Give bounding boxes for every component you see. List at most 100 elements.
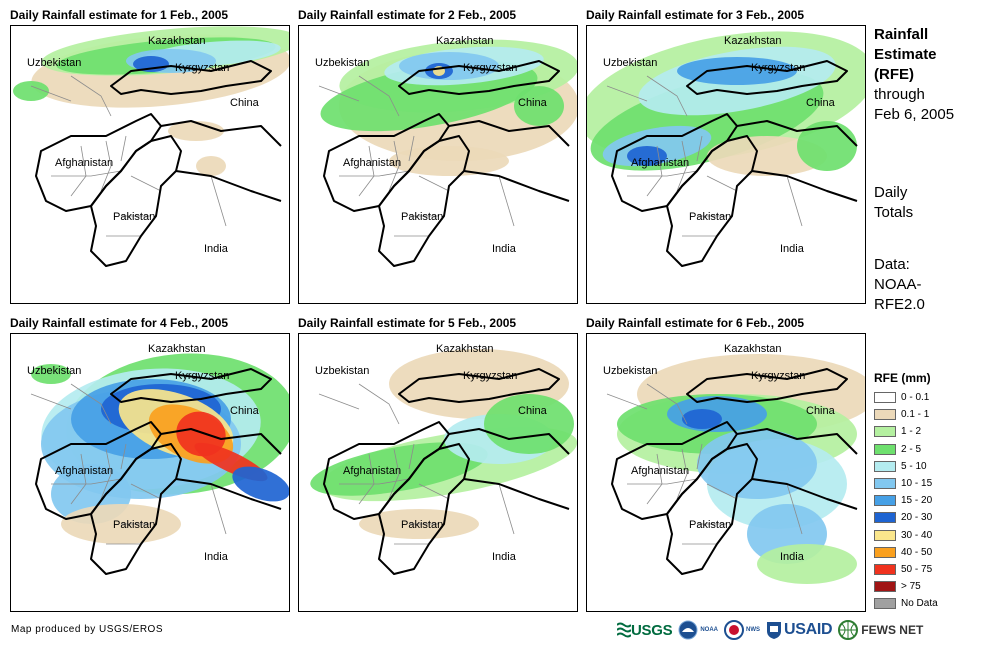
globe-icon bbox=[838, 620, 859, 640]
district-boundaries bbox=[30, 75, 227, 237]
country-border bbox=[463, 170, 570, 202]
district-line bbox=[339, 478, 410, 485]
district-line bbox=[498, 483, 515, 535]
legend-item: 50 - 75 bbox=[874, 561, 938, 578]
country-border bbox=[463, 478, 570, 510]
noaa-text: NOAA bbox=[700, 627, 718, 633]
logo-strip: USGS NOAA NWS USAID FEWS NET bbox=[617, 618, 923, 642]
district-line bbox=[70, 145, 87, 197]
district-line bbox=[210, 175, 227, 227]
label-kazakhstan: Kazakhstan bbox=[724, 35, 782, 47]
legend-item: 2 - 5 bbox=[874, 441, 938, 458]
side-data-line: NOAA- bbox=[874, 276, 922, 293]
usgs-wave-icon bbox=[617, 622, 631, 638]
label-pakistan: Pakistan bbox=[401, 519, 444, 531]
district-line bbox=[606, 85, 648, 102]
legend-item: 15 - 20 bbox=[874, 492, 938, 509]
district-line bbox=[388, 448, 400, 500]
panel-title: Daily Rainfall estimate for 2 Feb., 2005 bbox=[298, 8, 517, 22]
district-line bbox=[30, 393, 72, 410]
legend-swatch bbox=[874, 529, 896, 541]
side-through-line: through bbox=[874, 86, 925, 103]
side-totals-line: Daily bbox=[874, 184, 908, 201]
country-border bbox=[378, 443, 470, 575]
country-borders bbox=[611, 368, 858, 575]
legend-item: 40 - 50 bbox=[874, 544, 938, 561]
district-line bbox=[100, 140, 112, 192]
country-border bbox=[751, 478, 858, 510]
district-line bbox=[51, 170, 122, 177]
noaa-emblem-icon bbox=[678, 620, 698, 640]
country-border bbox=[160, 428, 282, 455]
map-credit: Map produced by USGS/EROS bbox=[11, 624, 164, 635]
legend-swatch bbox=[874, 426, 896, 438]
country-border bbox=[448, 428, 570, 455]
legend-swatch bbox=[874, 460, 896, 472]
district-line bbox=[318, 85, 360, 102]
usaid-text: USAID bbox=[783, 621, 833, 638]
panel-title: Daily Rainfall estimate for 5 Feb., 2005 bbox=[298, 316, 517, 330]
district-line bbox=[70, 383, 112, 425]
label-kazakhstan: Kazakhstan bbox=[724, 343, 782, 355]
label-afghanistan: Afghanistan bbox=[55, 157, 114, 169]
legend-label: 5 - 10 bbox=[901, 460, 927, 472]
side-totals: Daily Totals bbox=[874, 183, 979, 223]
district-line bbox=[696, 135, 703, 162]
label-india: India bbox=[204, 243, 228, 255]
rainfall-area bbox=[757, 544, 857, 584]
rainfall-area bbox=[168, 121, 224, 141]
label-afghanistan: Afghanistan bbox=[631, 465, 690, 477]
legend-label: 15 - 20 bbox=[901, 495, 933, 507]
rainfall-layer bbox=[587, 31, 865, 176]
label-uzbekistan: Uzbekistan bbox=[315, 365, 370, 377]
legend-label: 1 - 2 bbox=[901, 426, 922, 438]
panel-title: Daily Rainfall estimate for 4 Feb., 2005 bbox=[10, 316, 229, 330]
country-border bbox=[686, 368, 848, 403]
map-frame: Kazakhstan Uzbekistan Kyrgyzstan China A… bbox=[10, 25, 290, 304]
label-pakistan: Pakistan bbox=[113, 211, 156, 223]
rainfall-area bbox=[310, 442, 488, 496]
district-line bbox=[120, 443, 127, 470]
district-line bbox=[408, 443, 415, 470]
label-pakistan: Pakistan bbox=[689, 211, 732, 223]
district-line bbox=[606, 393, 648, 410]
side-totals-line: Totals bbox=[874, 204, 914, 221]
label-pakistan: Pakistan bbox=[113, 519, 156, 531]
district-line bbox=[30, 85, 72, 102]
country-border bbox=[378, 135, 470, 267]
district-line bbox=[358, 75, 400, 117]
label-kyrgyzstan: Kyrgyzstan bbox=[751, 62, 806, 74]
rainfall-map bbox=[587, 31, 865, 267]
label-kyrgyzstan: Kyrgyzstan bbox=[751, 370, 806, 382]
label-india: India bbox=[492, 551, 516, 563]
legend-swatch bbox=[874, 563, 896, 575]
label-china: China bbox=[518, 97, 547, 109]
side-data-line: Data: bbox=[874, 256, 910, 273]
rainfall-area bbox=[682, 409, 722, 429]
rainfall-area bbox=[697, 429, 817, 499]
country-border bbox=[736, 120, 858, 147]
rainfall-area bbox=[232, 466, 289, 502]
legend-item: 30 - 40 bbox=[874, 527, 938, 544]
country-border bbox=[175, 170, 282, 202]
usgs-text: USGS bbox=[631, 621, 673, 639]
nws-logo: NWS bbox=[723, 620, 760, 640]
country-border bbox=[398, 368, 560, 403]
rainfall-area bbox=[31, 364, 71, 384]
legend-swatch bbox=[874, 495, 896, 507]
fewsnet-logo: FEWS NET bbox=[838, 620, 923, 640]
country-border bbox=[448, 120, 570, 147]
fewsnet-text: FEWS NET bbox=[861, 623, 924, 637]
map-frame: Kazakhstan Uzbekistan Kyrgyzstan China A… bbox=[298, 25, 578, 304]
label-afghanistan: Afghanistan bbox=[631, 157, 690, 169]
legend-label: No Data bbox=[901, 598, 938, 610]
panel-title: Daily Rainfall estimate for 1 Feb., 2005 bbox=[10, 8, 229, 22]
rainfall-layer bbox=[13, 26, 289, 176]
legend-swatch bbox=[874, 443, 896, 455]
label-pakistan: Pakistan bbox=[689, 519, 732, 531]
label-india: India bbox=[780, 243, 804, 255]
country-border bbox=[175, 478, 282, 510]
district-line bbox=[706, 175, 738, 192]
district-line bbox=[358, 145, 375, 197]
legend-label: 0.1 - 1 bbox=[901, 409, 930, 421]
